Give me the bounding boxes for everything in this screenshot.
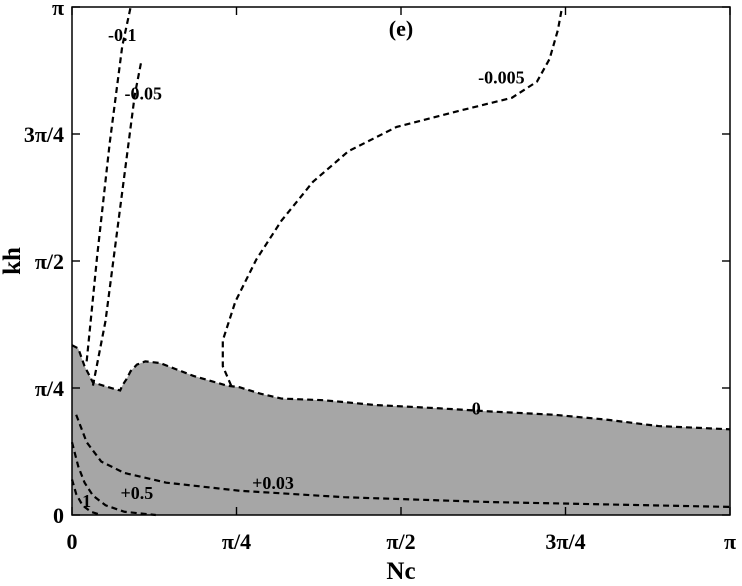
plot-area (72, 345, 730, 515)
x-tick-label: π/2 (386, 529, 415, 554)
y-tick-label: 3π/4 (24, 122, 64, 147)
contour-level-label: 0 (472, 399, 481, 419)
contour-level-label: +0.03 (252, 473, 294, 493)
y-tick-label: π/4 (35, 376, 64, 401)
contour-line (85, 6, 132, 362)
y-axis-label: kh (0, 247, 26, 275)
contour-level-label: -0.05 (124, 83, 162, 103)
contour-lines (70, 6, 731, 517)
shaded-region (72, 345, 730, 515)
contour-line (221, 6, 564, 387)
contour-line (75, 414, 731, 509)
contour-level-label: -0.1 (108, 25, 137, 45)
contour-line (91, 62, 143, 386)
x-tick-label: π (724, 529, 736, 554)
y-tick-label: π (52, 0, 64, 20)
x-axis-label: Nc (386, 558, 415, 581)
panel-label: (e) (389, 16, 413, 41)
y-tick-label: π/2 (35, 249, 64, 274)
contour-level-label: -0.005 (478, 67, 525, 87)
contour-level-label: 1 (82, 491, 91, 511)
x-tick-label: 3π/4 (545, 529, 585, 554)
x-tick-label: π/4 (222, 529, 251, 554)
x-tick-label: 0 (67, 529, 78, 554)
contour-line (71, 344, 731, 431)
contour-line (70, 441, 156, 517)
contour-labels: -0.1 -0.05 -0.005 0 +0.03 +0.5 1 (82, 25, 524, 511)
contour-level-label: +0.5 (121, 483, 154, 503)
axis-ticks: 0 π/4 π/2 3π/4 π 0 π/4 π/2 3π/4 π (24, 0, 736, 554)
contour-line (70, 479, 102, 517)
y-tick-label: 0 (53, 503, 64, 528)
